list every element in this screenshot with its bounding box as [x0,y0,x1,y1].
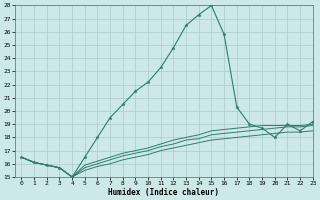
X-axis label: Humidex (Indice chaleur): Humidex (Indice chaleur) [108,188,220,197]
